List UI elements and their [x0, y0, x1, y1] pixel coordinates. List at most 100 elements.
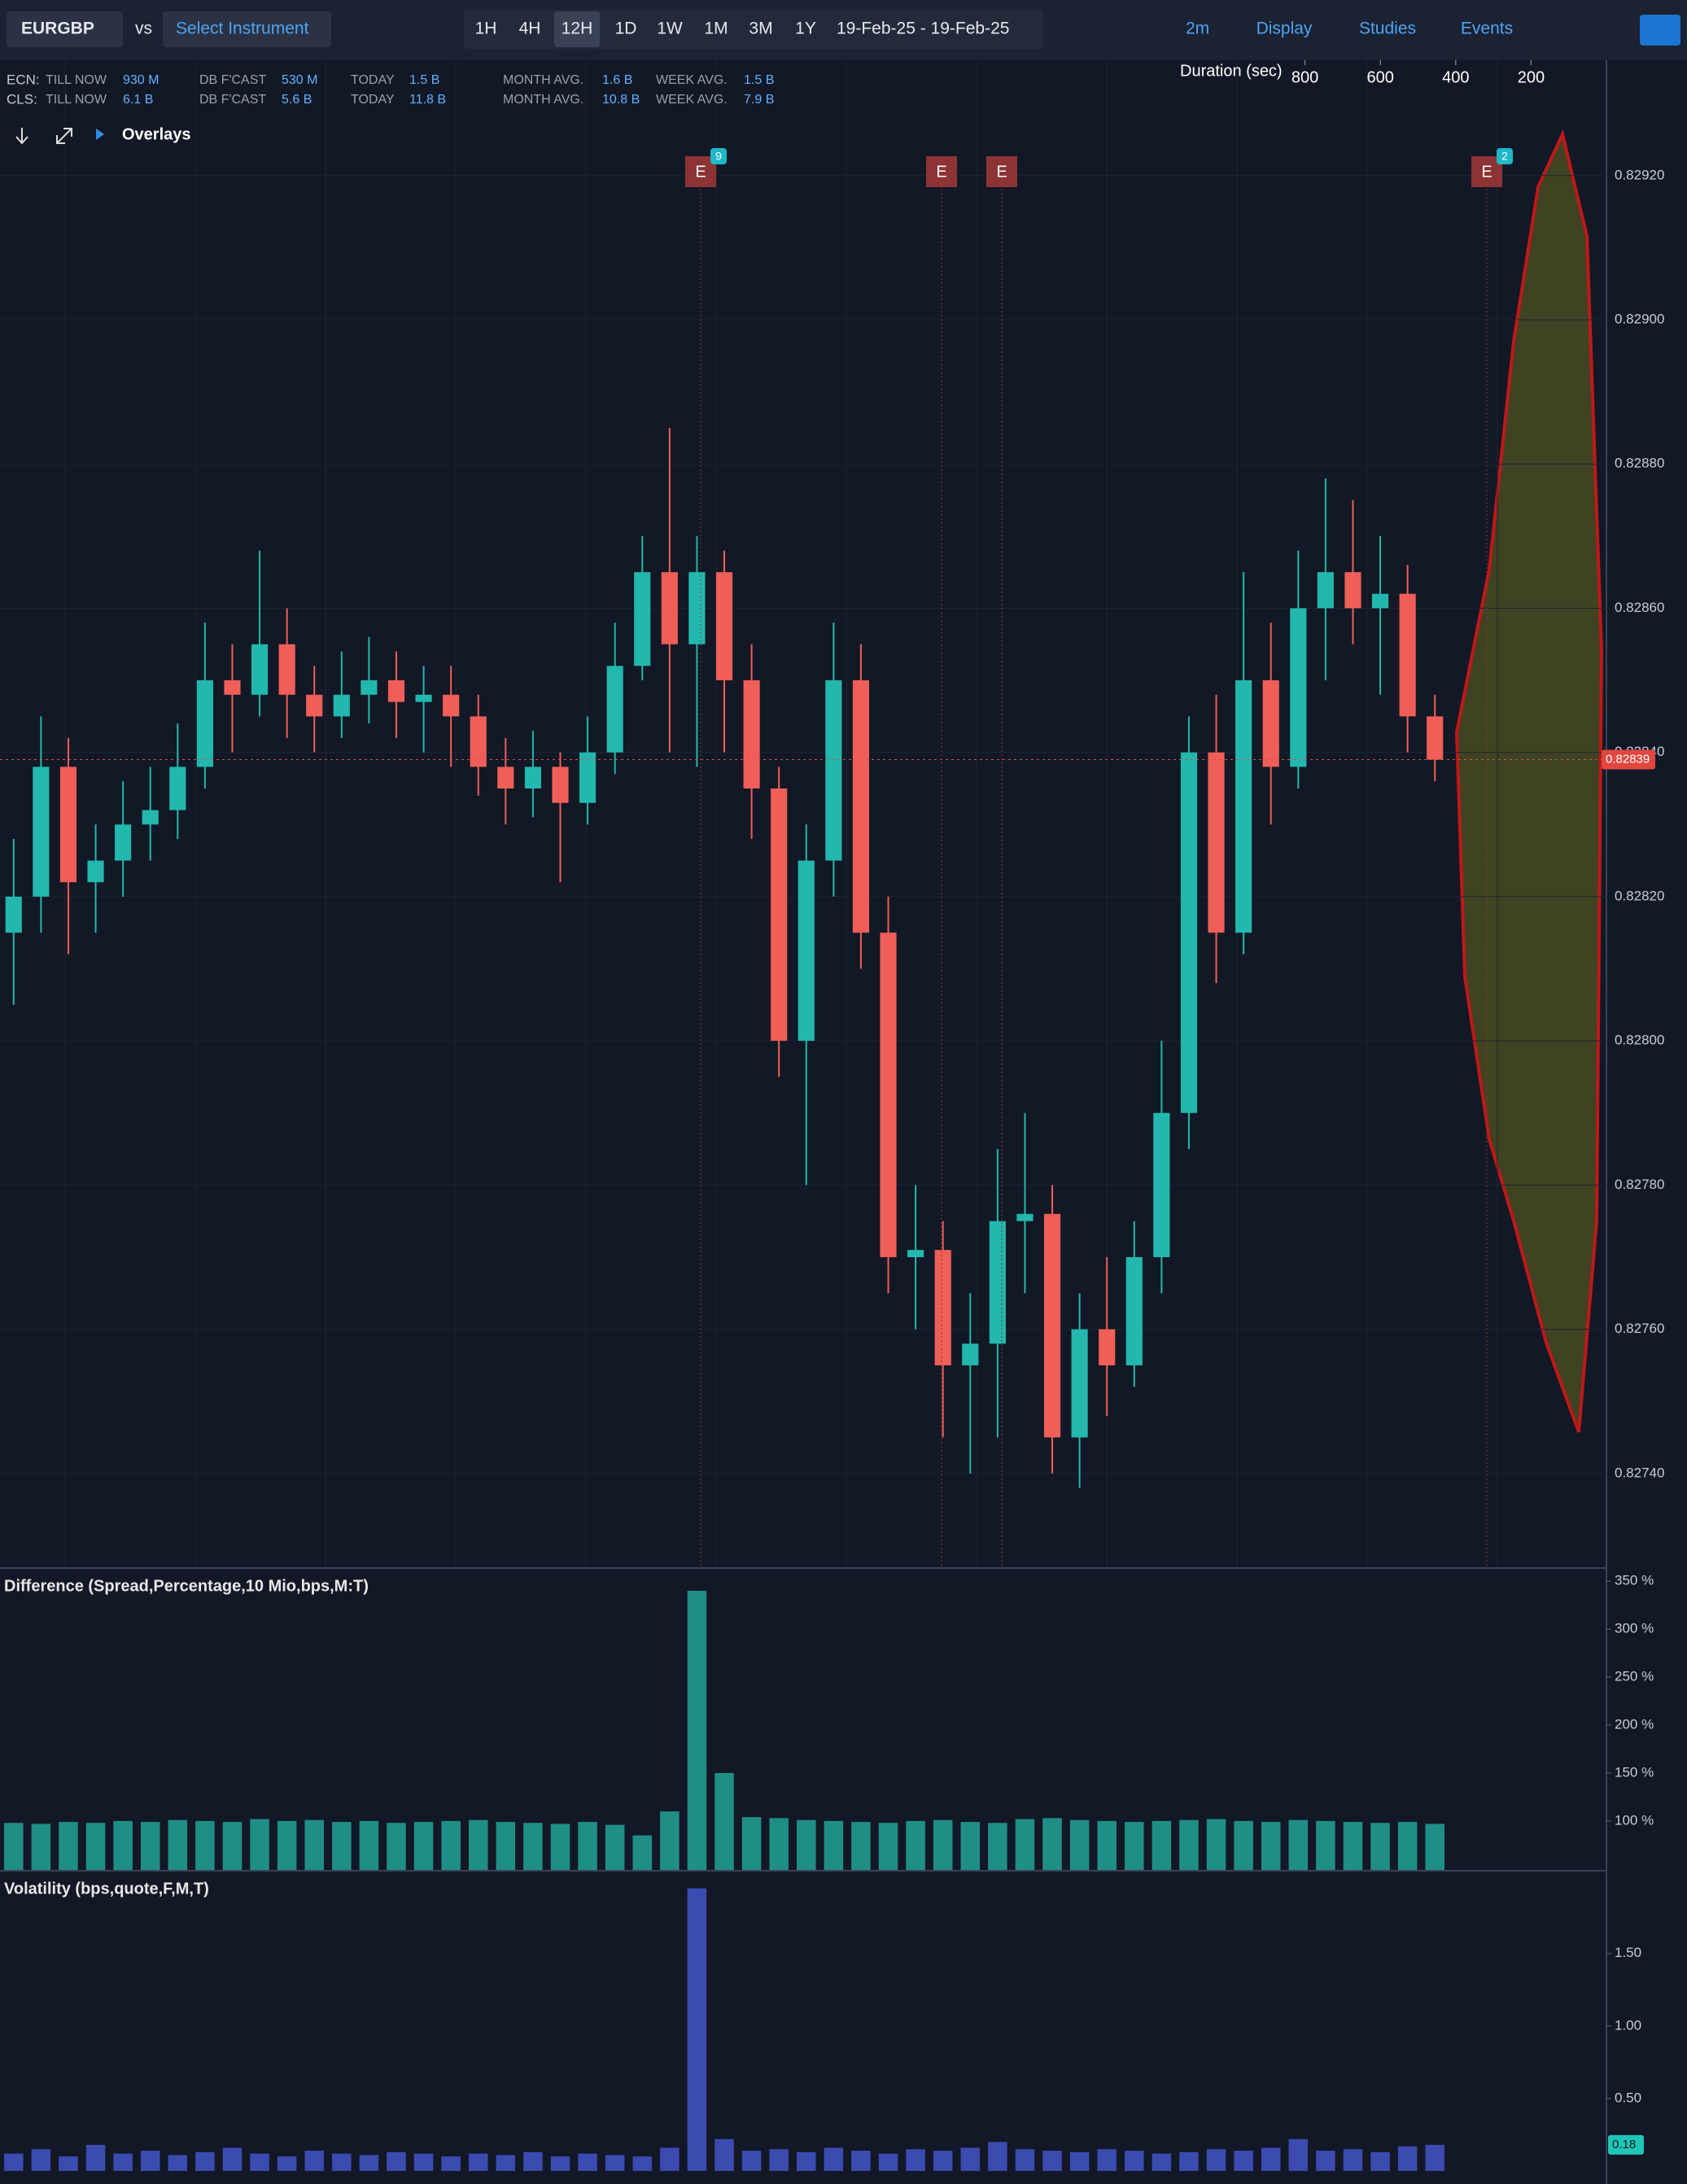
timeframe-button[interactable]: 12H [562, 20, 593, 38]
timeframe-button[interactable]: 1Y [795, 20, 816, 38]
volatility-title: Volatility (bps,quote,F,M,T) [4, 1880, 209, 1898]
bar [468, 1819, 488, 1870]
event-label[interactable]: E [695, 163, 706, 181]
candle-body [415, 694, 432, 702]
bar [1152, 1820, 1172, 1870]
stat-label: DB F'CAST [199, 93, 266, 107]
bar [1015, 1819, 1035, 1870]
timeframe-button[interactable]: 1W [657, 20, 683, 38]
bar [1097, 2149, 1117, 2171]
candle-body [251, 644, 269, 695]
candle-body [688, 572, 706, 644]
bar [195, 1820, 215, 1870]
menu[interactable]: Events [1461, 20, 1513, 38]
bar [1316, 2151, 1335, 2171]
price-label: 0.82839 [1606, 753, 1650, 767]
stat-value: 1.5 B [409, 73, 439, 87]
stat-value: 1.5 B [744, 73, 774, 87]
candle-body [33, 767, 50, 897]
menu[interactable]: Studies [1359, 20, 1416, 38]
bar [113, 1820, 133, 1870]
bar [496, 2155, 516, 2171]
down-icon[interactable] [15, 128, 28, 145]
candle-body [59, 767, 77, 883]
bar [1397, 2146, 1418, 2171]
bar [359, 2155, 379, 2171]
interval[interactable]: 2m [1186, 20, 1209, 38]
stat-label: WEEK AVG. [656, 93, 728, 107]
bar [960, 1822, 981, 1870]
bar [387, 1823, 406, 1870]
bar [441, 2156, 461, 2171]
stat-value: 10.8 B [602, 93, 640, 107]
instrument-button[interactable] [7, 11, 123, 47]
chart-type-button[interactable] [1640, 15, 1680, 46]
y-tick-label: 0.82780 [1615, 1177, 1664, 1192]
bar [85, 1823, 106, 1870]
menu[interactable]: Display [1257, 20, 1313, 38]
bar [741, 1817, 762, 1870]
event-label[interactable]: E [1481, 163, 1492, 181]
bar [605, 1824, 625, 1870]
overlay-toggle[interactable] [96, 129, 104, 140]
timeframe-button[interactable]: 4H [519, 20, 541, 38]
bar [1015, 2149, 1035, 2171]
bar [413, 1822, 434, 1870]
bar [1179, 1819, 1199, 1870]
candle-body [1071, 1329, 1088, 1438]
duration-tick-label: 200 [1518, 68, 1545, 86]
stat-label: TODAY [351, 93, 395, 107]
bar [1370, 2151, 1390, 2171]
candle-body [497, 767, 514, 788]
y-tick-label: 200 % [1615, 1716, 1654, 1732]
bar [632, 2156, 652, 2171]
candle-body [989, 1221, 1006, 1344]
candle-body [798, 860, 815, 1042]
event-marker[interactable] [926, 156, 957, 187]
stat-label: TILL NOW [46, 73, 107, 87]
timeframe-button[interactable]: 1D [615, 20, 637, 38]
event-label[interactable]: E [936, 163, 946, 181]
bar [1343, 2149, 1363, 2171]
expand-icon[interactable] [56, 128, 72, 144]
candle-body [87, 860, 104, 883]
candle-body [1317, 572, 1334, 609]
bar [250, 1819, 269, 1870]
bar [578, 1822, 597, 1870]
bar [988, 2142, 1007, 2171]
bar [605, 2155, 625, 2171]
candle-body [934, 1250, 951, 1365]
candle-body [1371, 593, 1389, 609]
bar [906, 1820, 925, 1870]
bar [797, 2151, 816, 2171]
event-label[interactable]: E [996, 163, 1007, 181]
candle-body [224, 680, 241, 695]
candle-body [907, 1250, 924, 1257]
stat-value: 1.6 B [602, 73, 632, 87]
candle-body [115, 824, 132, 861]
bar [1261, 1822, 1281, 1870]
bar [140, 2151, 160, 2171]
date-range[interactable]: 19-Feb-25 - 19-Feb-25 [837, 20, 1009, 38]
compare[interactable]: Select Instrument [176, 20, 309, 38]
bar [660, 2147, 680, 2171]
bar [1288, 1819, 1309, 1870]
timeframe-button[interactable]: 1M [704, 20, 728, 38]
overlays[interactable]: Overlays [122, 125, 191, 143]
event-marker[interactable] [986, 156, 1017, 187]
bar [113, 2153, 133, 2171]
bar [1152, 2153, 1172, 2171]
instrument[interactable]: EURGBP [21, 20, 94, 38]
candle-body [1099, 1329, 1116, 1365]
stat-value: 7.9 B [744, 93, 774, 107]
compare-button[interactable] [163, 11, 331, 47]
candle-body [771, 788, 788, 1042]
duration-tick-label: 600 [1367, 68, 1394, 86]
timeframe-button[interactable]: 3M [749, 20, 772, 38]
candle-body [361, 680, 378, 695]
candle-body [1208, 752, 1225, 933]
timeframe-button[interactable]: 1H [475, 20, 497, 38]
bar [523, 2151, 543, 2171]
bar [140, 1822, 160, 1870]
